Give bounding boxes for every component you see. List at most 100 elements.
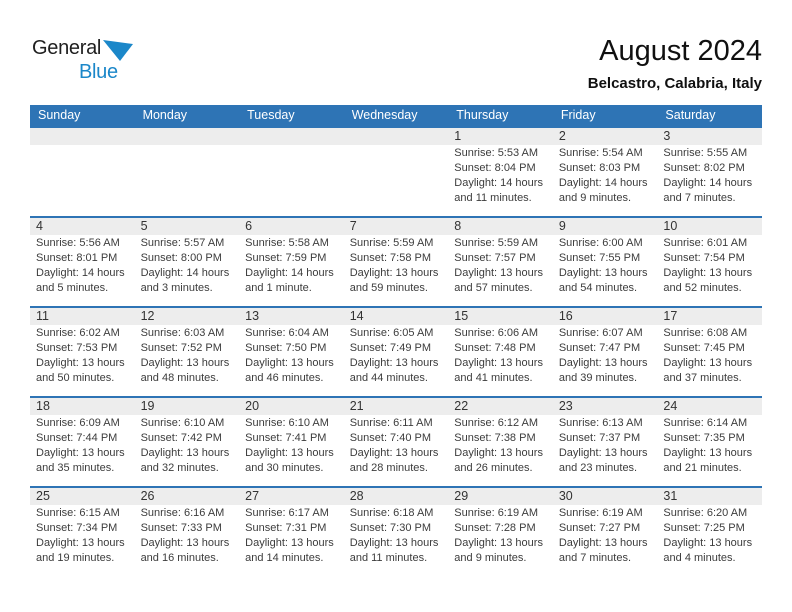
sunset-text: Sunset: 8:00 PM [140, 252, 222, 264]
daylight-text: Daylight: 13 hours and 32 minutes. [140, 447, 230, 474]
calendar-cell: Sunrise: 6:14 AM Sunset: 7:35 PM Daylight:… [657, 415, 762, 476]
weekday-header-monday: Monday [142, 108, 188, 122]
daylight-text: Daylight: 13 hours and 48 minutes. [140, 357, 230, 384]
sunset-text: Sunset: 7:55 PM [558, 252, 641, 264]
calendar-cell: Sunrise: 5:53 AM Sunset: 8:04 PM Daylight:… [448, 145, 553, 206]
sunrise-text: Sunrise: 6:10 AM [140, 417, 225, 429]
calendar-week-row: 1 2 3 Sunrise: 5:53 AM Sunset: 8:04 PM Daylig… [30, 126, 762, 216]
daylight-text: Daylight: 13 hours and 4 minutes. [663, 537, 753, 564]
sunset-text: Sunset: 8:03 PM [558, 162, 641, 174]
week-details-row: Sunrise: 5:53 AM Sunset: 8:04 PM Daylight:… [30, 145, 762, 206]
calendar-cell-empty [239, 145, 344, 146]
sunset-text: Sunset: 7:37 PM [558, 432, 641, 444]
sunrise-text: Sunrise: 6:00 AM [558, 237, 643, 249]
logo-word-blue: Blue [79, 61, 118, 83]
sunrise-text: Sunrise: 6:15 AM [36, 507, 120, 519]
date-number: 10 [663, 219, 678, 233]
daylight-text: Daylight: 13 hours and 23 minutes. [558, 447, 648, 474]
sunrise-text: Sunrise: 6:14 AM [663, 417, 748, 429]
daylight-text: Daylight: 13 hours and 54 minutes. [558, 267, 648, 294]
daylight-text: Daylight: 13 hours and 28 minutes. [349, 447, 439, 474]
weekday-header-saturday: Saturday [665, 108, 716, 122]
date-number [30, 128, 135, 145]
date-number: 3 [663, 129, 671, 143]
calendar-cell: Sunrise: 6:02 AM Sunset: 7:53 PM Daylight:… [30, 325, 135, 386]
sunset-text: Sunset: 8:04 PM [454, 162, 536, 174]
calendar-cell: Sunrise: 6:08 AM Sunset: 7:45 PM Daylight:… [657, 325, 762, 386]
calendar-cell: Sunrise: 6:00 AM Sunset: 7:55 PM Daylight:… [553, 235, 658, 296]
sunrise-text: Sunrise: 6:17 AM [245, 507, 329, 519]
calendar-cell: Sunrise: 5:59 AM Sunset: 7:58 PM Daylight:… [344, 235, 449, 296]
date-number: 7 [349, 219, 357, 233]
sunset-text: Sunset: 7:59 PM [245, 252, 327, 264]
sunset-text: Sunset: 7:31 PM [245, 522, 327, 534]
daylight-text: Daylight: 13 hours and 46 minutes. [245, 357, 334, 384]
sunset-text: Sunset: 7:52 PM [140, 342, 222, 354]
daylight-text: Daylight: 13 hours and 44 minutes. [349, 357, 439, 384]
daylight-text: Daylight: 13 hours and 9 minutes. [454, 537, 543, 564]
calendar-cell-empty [30, 145, 135, 146]
calendar-cell: Sunrise: 6:17 AM Sunset: 7:31 PM Daylight:… [239, 505, 344, 566]
date-number: 26 [140, 489, 155, 503]
sunset-text: Sunset: 7:54 PM [663, 252, 745, 264]
calendar-cell: Sunrise: 5:56 AM Sunset: 8:01 PM Daylight:… [30, 235, 135, 296]
date-number: 17 [663, 309, 678, 323]
sunset-text: Sunset: 7:42 PM [140, 432, 222, 444]
daylight-text: Daylight: 13 hours and 39 minutes. [558, 357, 648, 384]
daylight-text: Daylight: 14 hours and 11 minutes. [454, 177, 543, 204]
date-number-strip: 1 2 3 [30, 128, 762, 145]
date-number: 18 [36, 399, 50, 413]
calendar-cell: Sunrise: 6:11 AM Sunset: 7:40 PM Daylight:… [344, 415, 449, 476]
date-number [135, 128, 240, 145]
sunrise-text: Sunrise: 6:05 AM [349, 327, 434, 339]
calendar-table: Sunday Monday Tuesday Wednesday Thursday Frid… [30, 105, 762, 576]
daylight-text: Daylight: 13 hours and 7 minutes. [558, 537, 648, 564]
daylight-text: Daylight: 14 hours and 7 minutes. [663, 177, 753, 204]
calendar-week-row: 25 26 27 28 29 30 31 Sunrise: 6:15 AM Sunset: 7:… [30, 486, 762, 576]
week-details-row: Sunrise: 6:02 AM Sunset: 7:53 PM Daylight:… [30, 325, 762, 386]
calendar-cell: Sunrise: 6:04 AM Sunset: 7:50 PM Daylight:… [239, 325, 344, 386]
sunrise-text: Sunrise: 5:59 AM [454, 237, 539, 249]
sunrise-text: Sunrise: 6:08 AM [663, 327, 748, 339]
calendar-week-row: 4 5 6 7 8 9 10 Sunrise: 5:56 AM Sunset: 8:01 PM D… [30, 216, 762, 306]
sunrise-text: Sunrise: 6:13 AM [558, 417, 643, 429]
calendar-cell: Sunrise: 6:19 AM Sunset: 7:27 PM Daylight:… [553, 505, 658, 566]
calendar-cell-empty [135, 145, 240, 146]
page-title: August 2024 [599, 35, 762, 67]
date-number [344, 128, 449, 145]
sunset-text: Sunset: 7:41 PM [245, 432, 327, 444]
date-number: 1 [454, 129, 462, 143]
date-number: 20 [245, 399, 260, 413]
daylight-text: Daylight: 13 hours and 16 minutes. [140, 537, 230, 564]
sunrise-text: Sunrise: 5:55 AM [663, 147, 748, 159]
weekday-header-friday: Friday [560, 108, 596, 122]
sunset-text: Sunset: 8:02 PM [663, 162, 745, 174]
weekday-header-wednesday: Wednesday [351, 108, 418, 122]
date-number: 15 [454, 309, 469, 323]
daylight-text: Daylight: 13 hours and 14 minutes. [245, 537, 334, 564]
sunset-text: Sunset: 7:27 PM [558, 522, 641, 534]
sunset-text: Sunset: 7:58 PM [349, 252, 432, 264]
calendar-cell: Sunrise: 6:18 AM Sunset: 7:30 PM Daylight:… [344, 505, 449, 566]
date-number: 4 [36, 219, 43, 233]
calendar-cell: Sunrise: 6:03 AM Sunset: 7:52 PM Daylight:… [135, 325, 240, 386]
sunrise-text: Sunrise: 5:58 AM [245, 237, 329, 249]
date-number [239, 128, 344, 145]
daylight-text: Daylight: 14 hours and 5 minutes. [36, 267, 125, 294]
week-details-row: Sunrise: 6:09 AM Sunset: 7:44 PM Daylight:… [30, 415, 762, 476]
sunrise-text: Sunrise: 6:01 AM [663, 237, 748, 249]
date-number: 22 [454, 399, 469, 413]
sunrise-text: Sunrise: 6:11 AM [349, 417, 433, 429]
date-number: 5 [140, 219, 148, 233]
date-number: 29 [454, 489, 469, 503]
calendar-cell: Sunrise: 5:59 AM Sunset: 7:57 PM Daylight:… [448, 235, 553, 296]
date-number-strip: 25 26 27 28 29 30 31 [30, 488, 762, 505]
sunrise-text: Sunrise: 5:59 AM [349, 237, 434, 249]
sunrise-text: Sunrise: 6:18 AM [349, 507, 434, 519]
sunset-text: Sunset: 7:34 PM [36, 522, 118, 534]
date-number: 14 [349, 309, 364, 323]
daylight-text: Daylight: 13 hours and 41 minutes. [454, 357, 543, 384]
date-number: 24 [663, 399, 678, 413]
sunset-text: Sunset: 7:48 PM [454, 342, 536, 354]
